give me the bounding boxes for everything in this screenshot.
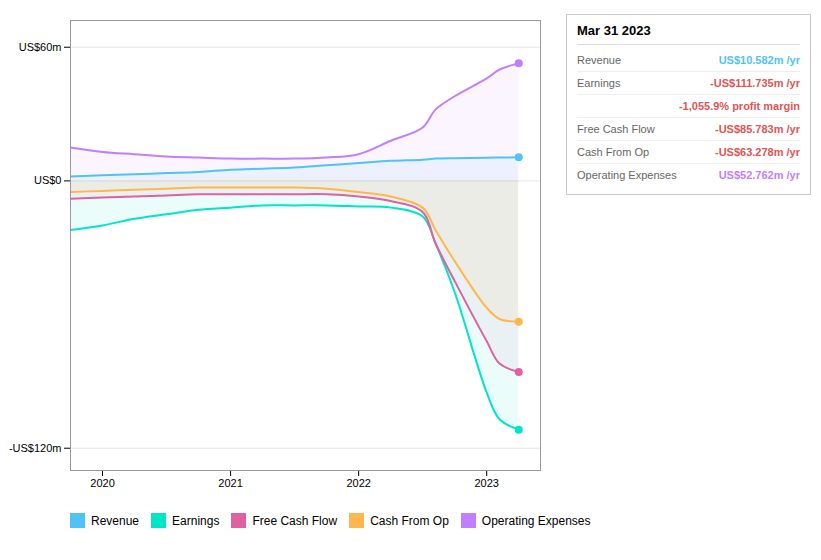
svg-text:2020: 2020 bbox=[90, 477, 114, 489]
html-text:Cash From Op: Cash From Op bbox=[577, 146, 650, 158]
html-text:-US$63.278m /yr: -US$63.278m /yr bbox=[715, 146, 800, 158]
svg-text:2022: 2022 bbox=[346, 477, 370, 489]
html-text:Earnings: Earnings bbox=[577, 77, 621, 89]
html-text:-US$85.783m /yr: -US$85.783m /yr bbox=[715, 123, 800, 135]
html-text:Free Cash Flow: Free Cash Flow bbox=[252, 513, 338, 528]
html-text:US$52.762m /yr: US$52.762m /yr bbox=[718, 169, 800, 181]
html-text:Mar 31 2023: Mar 31 2023 bbox=[577, 23, 651, 38]
html-text:Free Cash Flow: Free Cash Flow bbox=[577, 123, 655, 135]
html-text:Earnings: Earnings bbox=[172, 513, 220, 528]
html-text:Revenue: Revenue bbox=[91, 513, 139, 528]
html-text:Operating Expenses: Operating Expenses bbox=[481, 513, 591, 528]
html-text:Revenue: Revenue bbox=[577, 54, 621, 66]
svg-text:2023: 2023 bbox=[474, 477, 498, 489]
svg-text:US$60m: US$60m bbox=[19, 41, 62, 53]
svg-text:2021: 2021 bbox=[218, 477, 242, 489]
html-text:-US$111.735m /yr: -US$111.735m /yr bbox=[710, 77, 800, 89]
html-text:US$10.582m /yr: US$10.582m /yr bbox=[718, 54, 800, 66]
svg-text:US$0: US$0 bbox=[34, 174, 62, 186]
html-text:Cash From Op: Cash From Op bbox=[370, 513, 449, 528]
html-text:-1,055.9% profit margin: -1,055.9% profit margin bbox=[679, 100, 800, 112]
svg-text:-US$120m: -US$120m bbox=[9, 442, 62, 454]
html-text:Operating Expenses: Operating Expenses bbox=[577, 169, 677, 181]
